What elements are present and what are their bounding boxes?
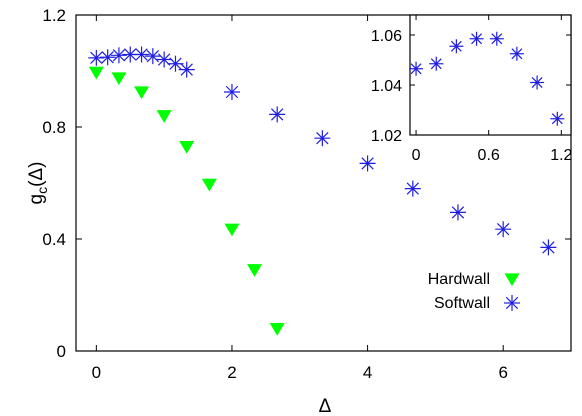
legend-label-softwall: Softwall (434, 295, 490, 312)
legend-marker-softwall (504, 295, 520, 311)
softwall-point (314, 130, 331, 147)
softwall-point (99, 49, 116, 66)
hardwall-point (201, 178, 217, 192)
hardwall-point (134, 86, 150, 100)
inset-y-tick-label: 1.06 (371, 28, 402, 45)
inset-softwall-point (429, 56, 444, 71)
softwall-point (133, 46, 150, 63)
inset-x-tick-label: 0 (412, 147, 421, 164)
y-axis-label: gc(Δ) (26, 162, 50, 205)
main-plot-frame (75, 14, 572, 352)
hardwall-point (224, 223, 240, 237)
inset-softwall-point (509, 46, 524, 61)
hardwall-point (179, 140, 195, 154)
hardwall-point (156, 110, 172, 123)
inset-ticks: 0 0.6 1.2 1.02 1.04 1.06 (371, 15, 573, 164)
softwall-series (88, 46, 557, 256)
y-tick-label: 1.2 (42, 6, 66, 25)
y-axis-label-sub: c (34, 187, 50, 194)
hardwall-series (88, 66, 285, 336)
legend-marker-hardwall (504, 273, 520, 287)
softwall-point (449, 204, 466, 221)
softwall-point (156, 51, 173, 68)
inset-softwall-series (409, 31, 565, 126)
x-tick-label: 0 (92, 363, 101, 382)
softwall-point (404, 180, 421, 197)
inset-y-tick-label: 1.02 (371, 128, 402, 145)
softwall-point (144, 48, 161, 65)
main-plot: 0 2 4 6 0 0.4 0.8 1.2 (42, 6, 572, 382)
x-tick-label: 4 (363, 363, 372, 382)
softwall-point (540, 239, 557, 256)
legend-softwall-asterisk (504, 295, 520, 311)
x-tick-label: 2 (227, 363, 236, 382)
softwall-point (178, 61, 195, 78)
inset-x-tick-label: 1.2 (550, 147, 572, 164)
softwall-point (223, 84, 240, 100)
legend-hardwall-triangle (504, 273, 520, 287)
y-tick-label: 0.4 (42, 230, 66, 249)
inset-x-tick-label: 0.6 (478, 147, 500, 164)
softwall-point (110, 47, 127, 64)
hardwall-point (269, 322, 285, 336)
inset-y-tick-label: 1.04 (371, 78, 402, 95)
inset-softwall-point (409, 61, 424, 76)
y-axis-label-main: g (26, 194, 47, 205)
inset-plot: 0 0.6 1.2 1.02 1.04 1.06 (371, 14, 573, 164)
legend-label-hardwall: Hardwall (428, 271, 490, 288)
y-tick-label: 0.8 (42, 118, 66, 137)
inset-softwall-point (530, 75, 545, 90)
hardwall-point (111, 72, 127, 86)
softwall-point (359, 155, 376, 172)
softwall-point (495, 221, 512, 238)
inset-frame (409, 14, 572, 136)
softwall-point (269, 106, 286, 123)
legend: Hardwall Softwall (428, 271, 520, 312)
x-axis-label: Δ (319, 396, 332, 416)
inset-softwall-point (489, 31, 504, 46)
softwall-point (88, 49, 105, 66)
y-tick-label: 0 (57, 342, 66, 361)
hardwall-point (88, 66, 104, 80)
main-ticks: 0 2 4 6 0 0.4 0.8 1.2 (42, 6, 571, 382)
x-tick-label: 6 (498, 363, 507, 382)
y-axis-label-arg: (Δ) (26, 162, 47, 187)
inset-softwall-point (449, 39, 464, 54)
softwall-point (167, 55, 184, 72)
hardwall-point (247, 264, 263, 277)
inset-softwall-point (550, 111, 565, 126)
inset-softwall-point (469, 31, 484, 46)
